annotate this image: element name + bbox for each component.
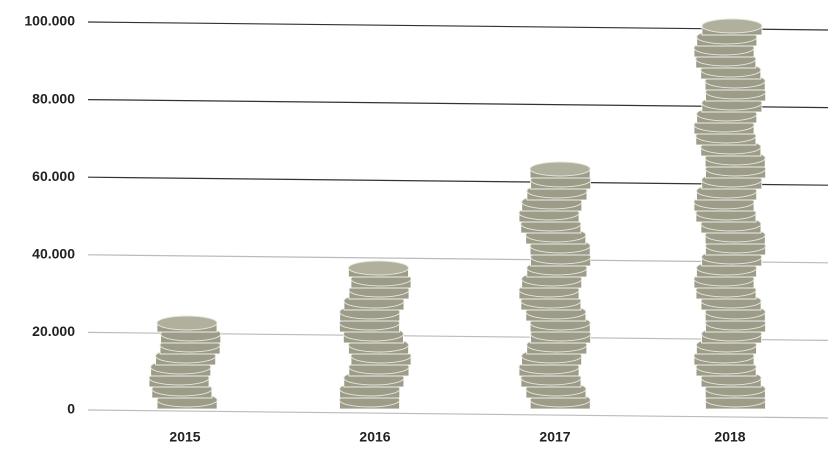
y-tick-label: 60.000: [32, 168, 75, 184]
coin-top: [156, 315, 218, 331]
grid-line: [87, 409, 828, 419]
y-tick-label: 80.000: [32, 90, 75, 106]
x-tick-label: 2017: [539, 429, 570, 445]
coin-stack: [518, 161, 592, 410]
coin-top: [347, 260, 409, 276]
x-tick-label: 2015: [169, 429, 200, 445]
coin-stack: [338, 260, 412, 410]
coin-stack: [693, 18, 767, 410]
coin-top: [529, 161, 591, 177]
y-tick-label: 20.000: [32, 323, 75, 339]
coin-stack: [148, 315, 222, 410]
x-tick-label: 2018: [714, 429, 745, 445]
y-tick-label: 0: [67, 401, 75, 417]
x-tick-label: 2016: [359, 429, 390, 445]
y-tick-label: 100.000: [24, 13, 75, 29]
coin-top: [701, 18, 763, 34]
y-tick-label: 40.000: [32, 246, 75, 262]
